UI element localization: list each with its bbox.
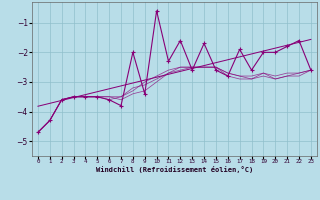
X-axis label: Windchill (Refroidissement éolien,°C): Windchill (Refroidissement éolien,°C)	[96, 166, 253, 173]
